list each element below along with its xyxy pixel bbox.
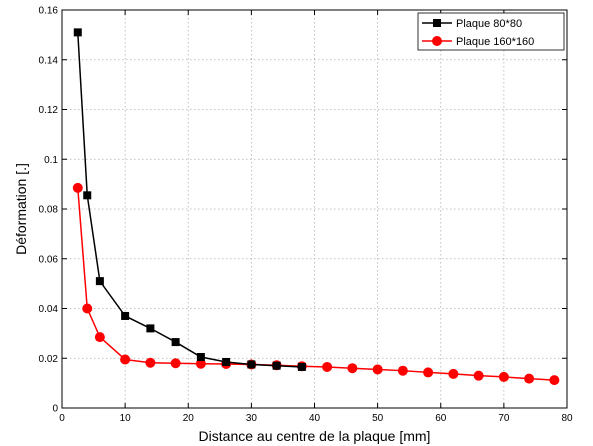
x-tick-label: 50	[372, 413, 384, 424]
legend-box	[417, 12, 565, 51]
data-point	[196, 353, 205, 362]
data-point	[498, 371, 509, 382]
y-tick-label: 0.08	[39, 205, 59, 216]
x-tick-label: 20	[183, 413, 195, 424]
data-point	[95, 277, 104, 286]
data-point	[397, 365, 408, 376]
x-tick-label: 60	[435, 413, 447, 424]
data-point	[94, 332, 105, 343]
legend-label-1: Plaque 160*160	[456, 36, 534, 48]
x-tick-label: 70	[498, 413, 510, 424]
legend-marker-1	[432, 36, 442, 46]
data-point	[297, 362, 306, 371]
data-point	[82, 303, 93, 314]
y-tick-label: 0.14	[39, 55, 59, 66]
y-tick-label: 0.16	[39, 6, 59, 17]
data-point	[347, 363, 358, 374]
data-point	[322, 361, 333, 372]
data-point	[549, 375, 560, 386]
x-axis-title: Distance au centre de la plaque [mm]	[199, 428, 431, 444]
x-tick-label: 30	[246, 413, 258, 424]
series-layer	[72, 28, 560, 386]
data-point	[170, 358, 181, 369]
plot-frame	[61, 9, 568, 409]
data-point	[272, 361, 281, 370]
y-tick-label: 0.06	[39, 254, 59, 265]
y-tick-label: 0.1	[44, 155, 58, 166]
data-point	[524, 373, 535, 384]
y-axis-ticks: 0 0.02 0.04 0.06 0.08 0.1 0.12 0.14 0.16	[39, 6, 567, 415]
x-tick-label: 80	[561, 413, 573, 424]
data-point	[72, 182, 83, 193]
y-axis-title: Déformation [.]	[13, 163, 29, 255]
x-tick-label: 10	[120, 413, 132, 424]
data-point	[423, 367, 434, 378]
data-point	[145, 357, 156, 368]
legend-marker-0	[433, 19, 441, 27]
data-point	[372, 364, 383, 375]
data-point	[171, 338, 180, 347]
x-tick-label: 40	[309, 413, 321, 424]
y-tick-label: 0	[52, 404, 58, 415]
y-tick-label: 0.04	[39, 304, 59, 315]
data-point	[146, 324, 155, 333]
x-tick-label: 0	[59, 413, 65, 424]
data-point	[121, 311, 130, 320]
data-point	[120, 354, 131, 365]
data-point	[473, 370, 484, 381]
y-tick-label: 0.02	[39, 354, 59, 365]
data-point	[247, 360, 256, 369]
legend-label-0: Plaque 80*80	[456, 18, 522, 30]
data-point	[83, 191, 92, 200]
series-0	[73, 28, 306, 371]
legend: Plaque 80*80 Plaque 160*160	[417, 12, 565, 51]
data-point	[195, 358, 206, 369]
data-point	[222, 357, 231, 366]
grid	[62, 10, 567, 408]
y-tick-label: 0.12	[39, 105, 59, 116]
data-point	[448, 368, 459, 379]
data-point	[73, 28, 82, 37]
